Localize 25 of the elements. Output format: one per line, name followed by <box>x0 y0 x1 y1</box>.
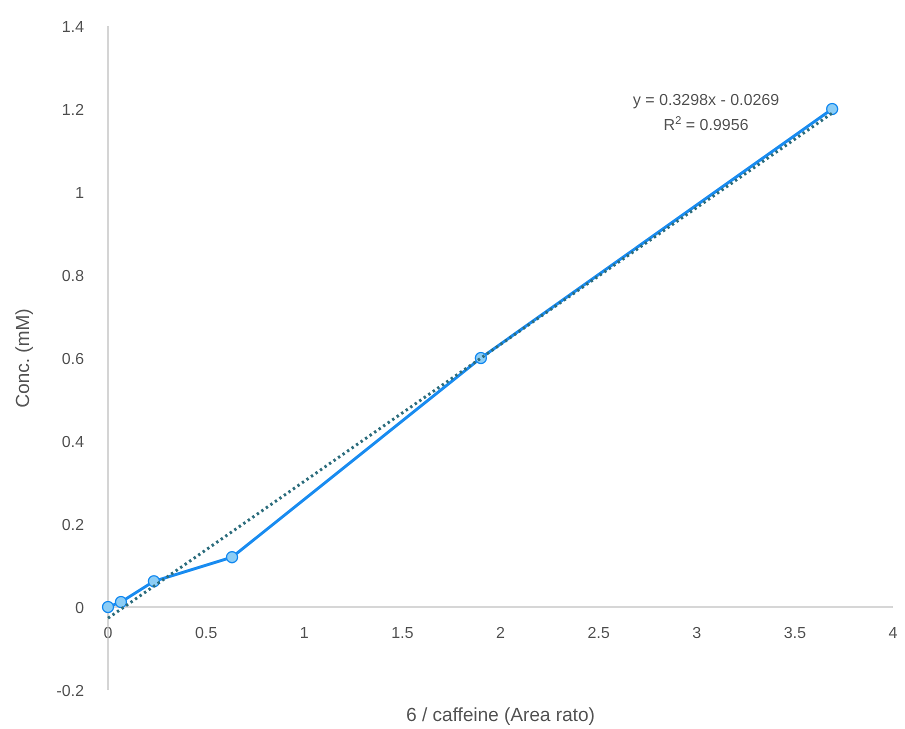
x-tick-label: 1.5 <box>391 625 414 642</box>
x-tick-label: 4 <box>888 625 898 642</box>
annotation: R$^{2}$ = 0.9956 <box>664 115 749 134</box>
x-tick-label: 2 <box>496 625 506 642</box>
x-tick-label: 1 <box>300 625 309 642</box>
y-tick-label: 1.2 <box>62 102 84 119</box>
y-tick-label: 1.4 <box>62 19 84 36</box>
point <box>102 600 114 614</box>
point <box>226 551 238 564</box>
y-tick-label: -0.2 <box>56 683 84 700</box>
y-tick-label: 0.2 <box>62 517 84 534</box>
y-axis-title: Conc. (mM) <box>13 308 34 408</box>
x-axis-title: 6 / caffeine (Area rato) <box>406 705 595 726</box>
y-tick-label: 1 <box>75 185 84 202</box>
x-tick-label: 3 <box>692 625 702 642</box>
x-tick-label: 3.5 <box>784 625 806 642</box>
x-tick-label: 0.5 <box>195 625 218 642</box>
annotation: y = 0.3298x - 0.0269 <box>632 92 780 109</box>
y-tick-label: 0.6 <box>62 351 84 368</box>
point <box>114 596 128 608</box>
point <box>826 102 838 116</box>
x-tick-label: 2.5 <box>588 625 610 642</box>
y-tick-label: 0.8 <box>62 268 84 285</box>
y-tick-label: 0 <box>75 600 84 617</box>
y-tick-label: 0.4 <box>62 434 84 451</box>
